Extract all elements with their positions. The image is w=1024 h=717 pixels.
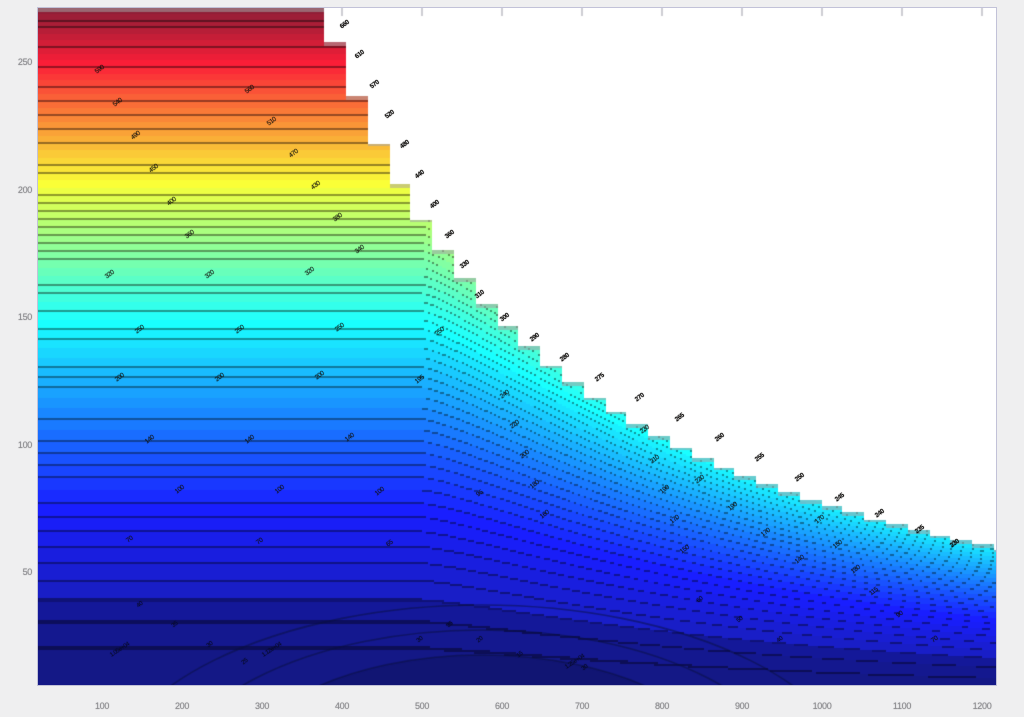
y-tick-label: 250: [17, 57, 32, 67]
x-tick-label: 700: [574, 701, 590, 711]
x-tick-label: 100: [94, 701, 110, 711]
plot-area: 660 610 570 520 480 440 400 360 330 310 300 290 280 2…: [37, 7, 997, 686]
x-tick-label: 600: [494, 701, 510, 711]
x-tick-label: 800: [654, 701, 670, 711]
x-tick-label: 1000: [812, 701, 832, 711]
y-tick-label: 150: [17, 312, 32, 322]
x-tick-label: 500: [414, 701, 430, 711]
x-tick-label: 1200: [972, 701, 992, 711]
contour-plot-canvas: [38, 8, 996, 685]
y-tick-label: 100: [17, 440, 32, 450]
x-tick-label: 400: [334, 701, 350, 711]
x-tick-label: 900: [734, 701, 750, 711]
x-tick-label: 300: [254, 701, 270, 711]
y-tick-label: 50: [22, 567, 33, 577]
y-tick-label: 200: [17, 185, 32, 195]
x-tick-label: 200: [174, 701, 190, 711]
x-tick-label: 1100: [892, 701, 912, 711]
